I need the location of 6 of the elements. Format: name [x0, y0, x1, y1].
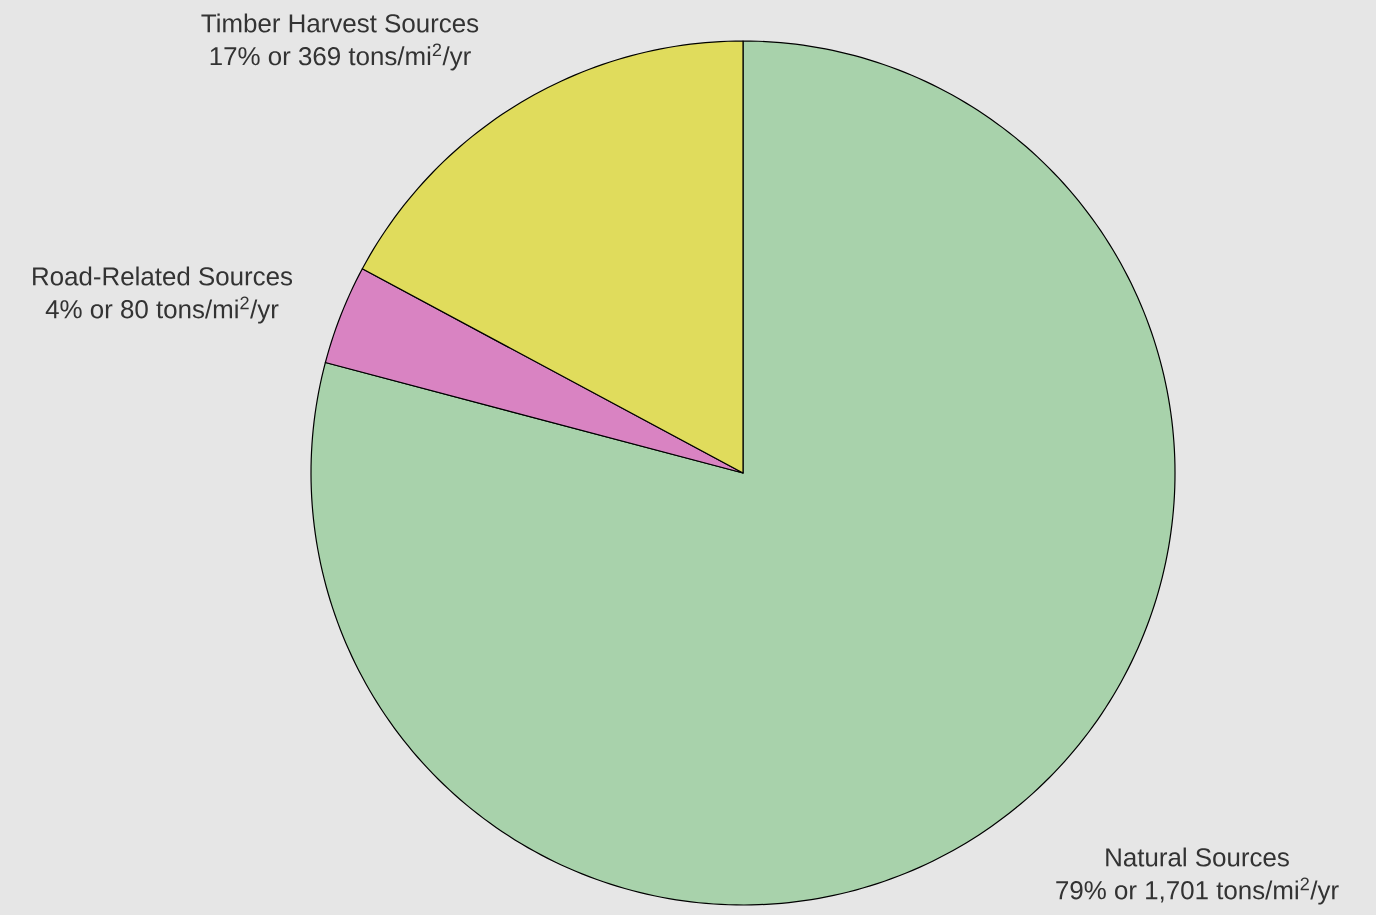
data-label: 4% or 80 tons/mi$^{2}$/yr	[45, 296, 279, 324]
data-label: 79% or 1,701 tons/mi$^{2}$/yr	[1056, 877, 1339, 905]
slice-label: Natural Sources	[1106, 847, 1289, 867]
data-label: 17% or 369 tons/mi$^{2}$/yr	[210, 43, 471, 71]
slice-label: Road-Related Sources	[33, 266, 293, 286]
slice-label: Timber Harvest Sources	[201, 13, 479, 33]
